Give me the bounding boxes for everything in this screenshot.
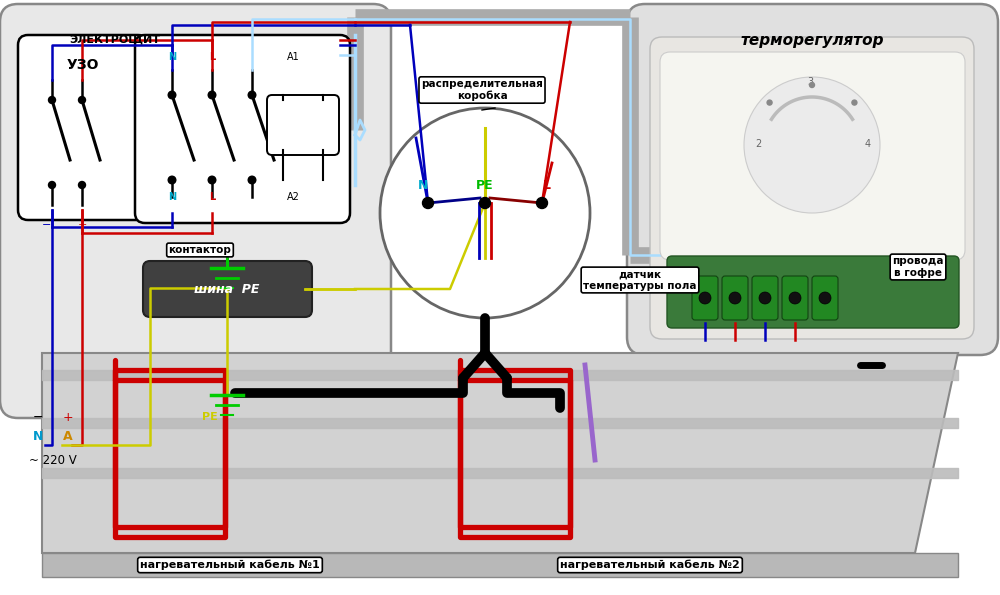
Circle shape (79, 96, 86, 104)
Polygon shape (42, 553, 958, 577)
Circle shape (380, 108, 590, 318)
Text: N: N (418, 178, 428, 192)
Text: A: A (63, 431, 73, 443)
Text: нагревательный кабель №1: нагревательный кабель №1 (140, 560, 320, 570)
Circle shape (744, 77, 880, 213)
Circle shape (480, 198, 490, 208)
FancyBboxPatch shape (812, 276, 838, 320)
Text: A1: A1 (287, 52, 299, 62)
Text: 3: 3 (807, 77, 813, 87)
Text: N: N (168, 52, 176, 62)
Circle shape (852, 100, 857, 105)
Circle shape (729, 292, 741, 304)
Text: 2: 2 (755, 139, 761, 149)
Text: N: N (33, 431, 43, 443)
Circle shape (49, 96, 56, 104)
Text: L: L (543, 178, 551, 192)
Text: L: L (209, 52, 215, 62)
Text: шина  PE: шина PE (194, 283, 260, 296)
Circle shape (208, 91, 216, 99)
Circle shape (208, 176, 216, 184)
Text: 4: 4 (865, 139, 871, 149)
FancyBboxPatch shape (18, 35, 148, 220)
Text: PE: PE (202, 412, 218, 422)
Circle shape (789, 292, 801, 304)
FancyBboxPatch shape (660, 52, 965, 260)
Text: +: + (63, 411, 73, 424)
Text: ~ 220 V: ~ 220 V (29, 453, 77, 466)
Text: контактор: контактор (169, 245, 231, 255)
Circle shape (248, 176, 256, 184)
FancyBboxPatch shape (667, 256, 959, 328)
Text: +: + (77, 220, 87, 230)
Circle shape (423, 198, 434, 208)
FancyBboxPatch shape (0, 4, 391, 418)
Polygon shape (42, 353, 958, 553)
Circle shape (168, 91, 176, 99)
Text: провода
в гофре: провода в гофре (892, 256, 944, 278)
FancyBboxPatch shape (752, 276, 778, 320)
FancyBboxPatch shape (267, 95, 339, 155)
Text: L: L (209, 192, 215, 202)
Text: ЭЛЕКТРОЩИТ: ЭЛЕКТРОЩИТ (70, 35, 161, 45)
Circle shape (168, 176, 176, 184)
FancyBboxPatch shape (692, 276, 718, 320)
Circle shape (79, 181, 86, 189)
Circle shape (759, 292, 771, 304)
FancyBboxPatch shape (722, 276, 748, 320)
FancyBboxPatch shape (650, 37, 974, 339)
FancyBboxPatch shape (135, 35, 350, 223)
Text: УЗО: УЗО (67, 58, 99, 72)
Text: датчик
температуры пола: датчик температуры пола (583, 269, 697, 291)
Text: терморегулятор: терморегулятор (740, 33, 884, 48)
FancyBboxPatch shape (782, 276, 808, 320)
Text: https://100me104.ru: https://100me104.ru (449, 270, 551, 280)
Text: −: − (33, 411, 43, 424)
Text: PE: PE (476, 178, 494, 192)
Text: N: N (168, 192, 176, 202)
Circle shape (536, 198, 548, 208)
Text: распределительная
коробка: распределительная коробка (421, 79, 543, 101)
Circle shape (699, 292, 711, 304)
Text: нагревательный кабель №2: нагревательный кабель №2 (560, 560, 740, 570)
Circle shape (819, 292, 831, 304)
Circle shape (809, 83, 814, 87)
Circle shape (49, 181, 56, 189)
FancyBboxPatch shape (143, 261, 312, 317)
Circle shape (767, 100, 772, 105)
Text: A2: A2 (287, 192, 299, 202)
Text: −: − (42, 220, 52, 230)
Circle shape (248, 91, 256, 99)
FancyBboxPatch shape (627, 4, 998, 355)
